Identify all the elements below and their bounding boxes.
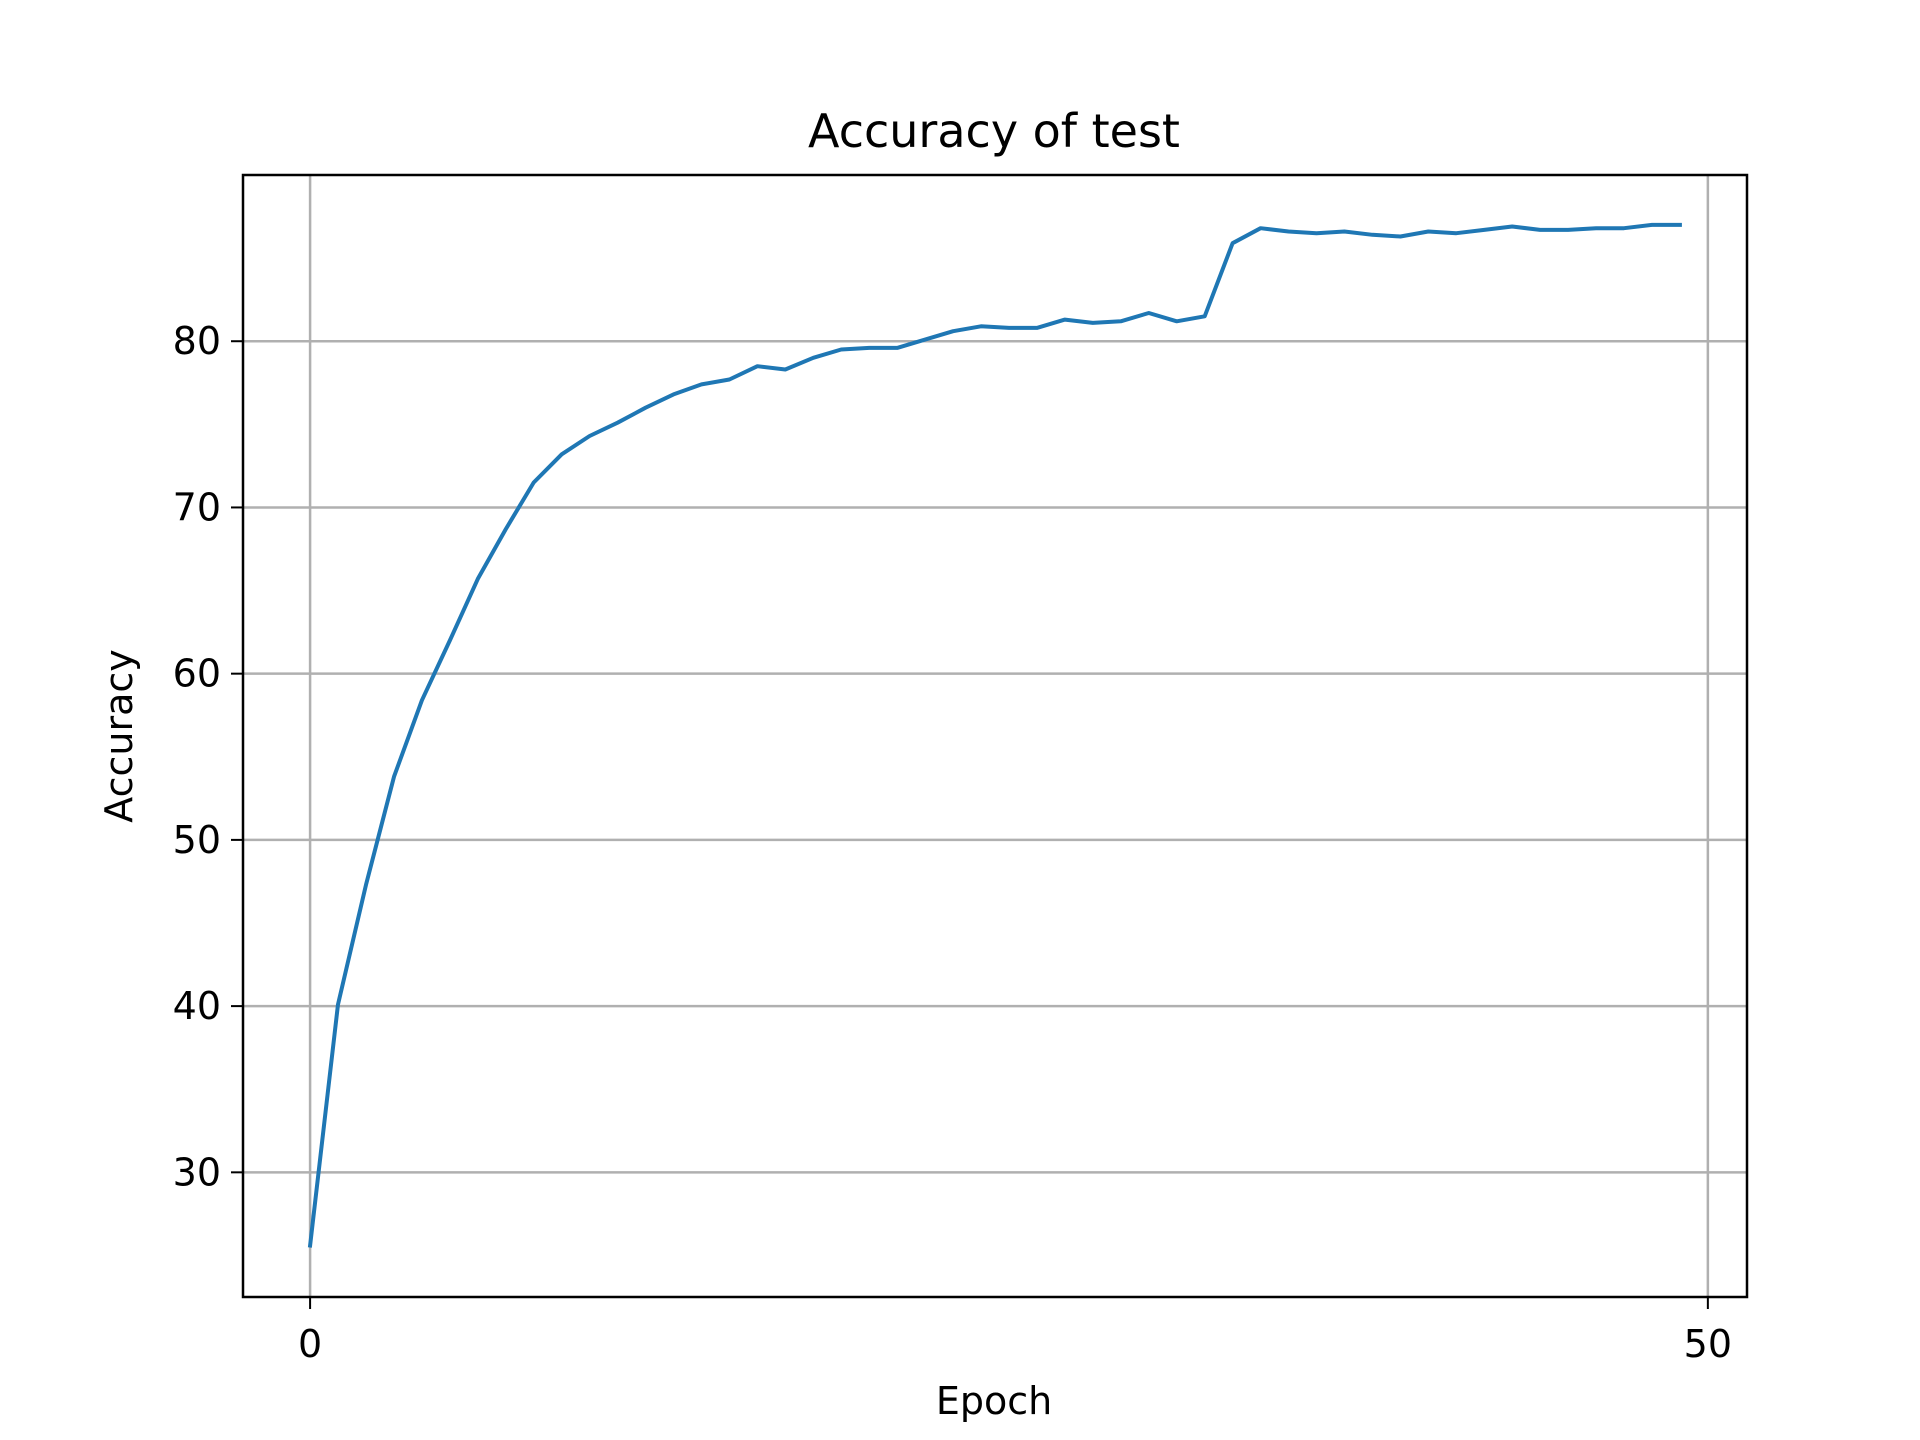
y-tick-label: 50	[173, 818, 221, 862]
y-tick-label: 80	[173, 319, 221, 363]
y-tick-label: 30	[173, 1150, 221, 1194]
chart-title: Accuracy of test	[808, 104, 1180, 158]
x-tick-label: 0	[298, 1322, 322, 1366]
series-layer	[307, 222, 1682, 1248]
tick-layer: 0 50 30 40 50 60 70 80	[173, 319, 1732, 1366]
x-axis-label: Epoch	[936, 1379, 1052, 1423]
y-tick-label: 60	[173, 652, 221, 696]
accuracy-line	[307, 222, 1682, 1248]
y-tick-label: 40	[173, 984, 221, 1028]
y-tick-label: 70	[173, 485, 221, 529]
x-tick-label: 50	[1684, 1322, 1732, 1366]
y-axis-label: Accuracy	[97, 649, 141, 823]
plot-frame	[241, 173, 1749, 1299]
grid-layer	[243, 175, 1747, 1297]
